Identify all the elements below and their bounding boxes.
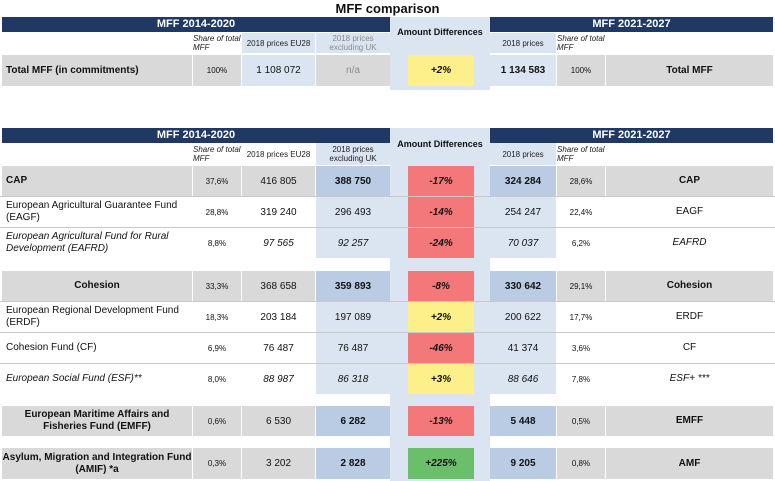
row-new-value: 200 622 [490,302,556,332]
row-ex-uk: 92 257 [316,228,390,258]
band-mff-2021-2027: MFF 2021-2027 [490,17,773,32]
row-share-old: 6,9% [207,343,227,353]
row-share-old: 0,3% [193,448,241,479]
total-right-label: Total MFF [606,55,773,86]
header-share-new: Share of total MFF [557,34,605,52]
total-share-new: 100% [557,55,605,86]
row-right-label: ESF+ *** [669,373,710,384]
row-share-old: 18,3% [205,312,229,322]
row-right-label: CF [682,342,697,353]
header-share-old-detail: Share of total MFF [193,145,241,163]
row-eu28: 203 184 [260,311,297,323]
row-right-label: EAGF [675,206,704,217]
row-ex-uk: 2 828 [316,448,390,479]
header-prices-eu28: 2018 prices EU28 [242,33,315,53]
row-share-old: 28,8% [205,207,229,217]
band-mff-2021-2027-detail: MFF 2021-2027 [490,128,773,143]
row-new-value: 324 284 [490,166,556,196]
row-eu28: 416 805 [242,166,315,196]
row-share-old: 37,6% [193,166,241,196]
row-eu28: 3 202 [242,448,315,479]
row-right-label: AMF [606,448,773,479]
row-diff: +225% [408,448,474,479]
header-amount-differences-detail: Amount Differences [390,136,490,156]
row-new-value: 41 374 [490,333,556,363]
row-diff: -17% [408,166,474,196]
row-right-label: EMFF [606,406,773,436]
total-row-label: Total MFF (in commitments) [2,55,192,86]
row-share-new: 0,5% [557,406,605,436]
row-label: Cohesion Fund (CF) [6,342,97,353]
row-share-new: 3,6% [571,343,591,353]
row-eu28: 319 240 [260,206,297,218]
row-share-new: 7,8% [571,374,591,384]
row-label: European Maritime Affairs and Fisheries … [2,406,192,436]
total-eu28: 1 108 072 [242,55,315,86]
row-diff: -46% [408,333,474,363]
header-prices-2018: 2018 prices [490,33,556,53]
row-share-old: 33,3% [193,271,241,301]
row-label: CAP [2,166,192,196]
row-diff: +3% [408,364,474,394]
row-share-new: 29,1% [557,271,605,301]
row-eu28: 6 530 [242,406,315,436]
row-ex-uk: 197 089 [316,302,390,332]
row-eu28: 97 565 [263,237,294,249]
row-eu28: 76 487 [263,342,294,354]
band-mff-2014-2020: MFF 2014-2020 [2,17,390,32]
row-label: European Agricultural Guarantee Fund (EA… [6,200,178,223]
header-share-new-detail: Share of total MFF [557,145,605,163]
total-ex-uk: n/a [316,55,390,86]
row-share-new: 28,6% [557,166,605,196]
row-diff: -8% [408,271,474,301]
page-title: MFF comparison [335,1,440,16]
row-diff: -13% [408,406,474,436]
row-label: European Agricultural Fund for Rural Dev… [6,231,169,254]
row-label: European Social Fund (ESF)** [6,373,142,384]
header-amount-differences: Amount Differences [390,24,490,44]
total-share-old: 100% [193,55,241,86]
header-share-old: Share of total MFF [193,34,241,52]
row-right-label: CAP [606,166,773,196]
row-label: European Regional Development Fund (ERDF… [6,305,179,328]
row-new-value: 88 646 [490,364,556,394]
row-right-label: EAFRD [672,237,707,248]
total-diff: +2% [408,55,474,86]
row-right-label: ERDF [675,311,704,322]
header-prices-2018-detail: 2018 prices [490,143,556,165]
header-prices-eu28-detail: 2018 prices EU28 [246,149,311,159]
row-ex-uk: 76 487 [316,333,390,363]
row-label: Asylum, Migration and Integration Fund (… [2,448,192,479]
row-diff: -24% [408,228,474,258]
row-eu28: 88 987 [263,373,294,385]
header-prices-ex-uk: 2018 prices excluding UK [316,33,390,53]
row-ex-uk: 6 282 [316,406,390,436]
row-share-old: 0,6% [193,406,241,436]
row-new-value: 5 448 [490,406,556,436]
row-share-old: 8,0% [207,374,227,384]
row-new-value: 9 205 [490,448,556,479]
row-ex-uk: 359 893 [316,271,390,301]
band-mff-2014-2020-detail: MFF 2014-2020 [2,128,390,143]
row-right-label: Cohesion [606,271,773,301]
row-new-value: 330 642 [490,271,556,301]
row-ex-uk: 296 493 [316,197,390,227]
row-diff: -14% [408,197,474,227]
row-new-value: 70 037 [490,228,556,258]
row-share-new: 6,2% [571,238,591,248]
row-new-value: 254 247 [490,197,556,227]
total-new-value: 1 134 583 [490,55,556,86]
header-prices-ex-uk-detail: 2018 prices excluding UK [316,143,390,165]
row-diff: +2% [408,302,474,332]
row-share-new: 22,4% [569,207,593,217]
row-share-old: 8,8% [207,238,227,248]
row-share-new: 0,8% [557,448,605,479]
row-share-new: 17,7% [569,312,593,322]
row-eu28: 368 658 [242,271,315,301]
row-ex-uk: 388 750 [316,166,390,196]
row-ex-uk: 86 318 [316,364,390,394]
row-label: Cohesion [2,271,192,301]
